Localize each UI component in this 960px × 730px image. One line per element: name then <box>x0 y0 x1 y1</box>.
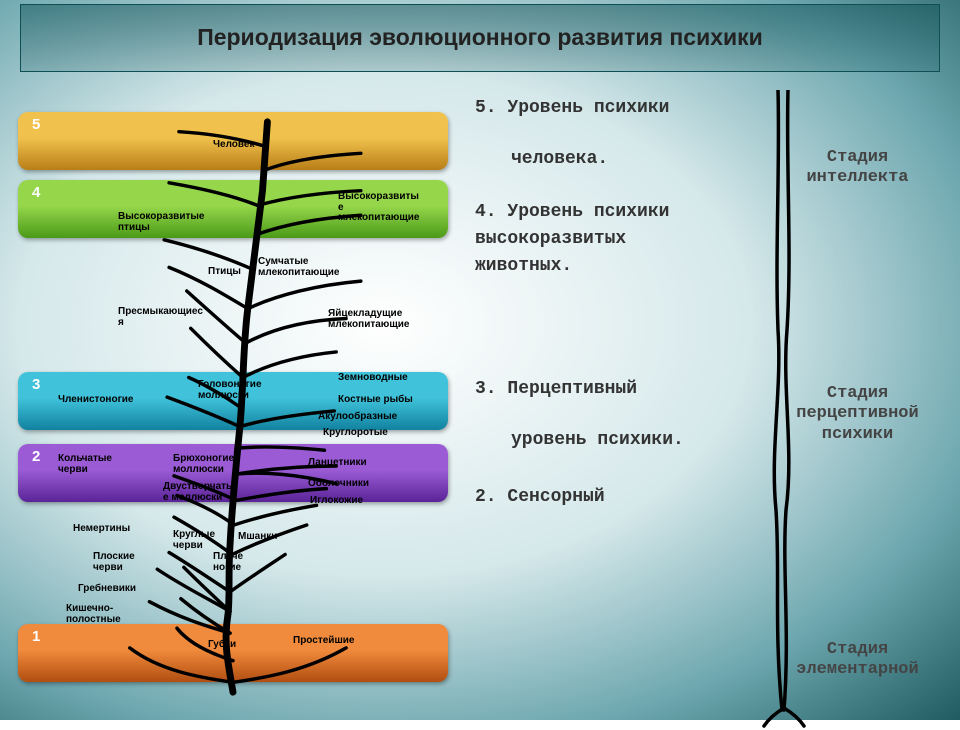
level-description-line: уровень психики. <box>475 427 725 454</box>
level-bar-1: 1 <box>18 624 448 682</box>
level-description-line: 2. Сенсорный <box>475 484 725 511</box>
tree-label: Высокоразвиты е млекопитающие <box>338 192 420 224</box>
tree-label: Плоские черви <box>93 552 135 573</box>
stage-label: Стадия элементарной <box>780 640 935 681</box>
tree-label: Птицы <box>208 267 241 278</box>
tree-label: Яйцекладущие млекопитающие <box>328 309 410 330</box>
left-diagram-panel: 54321 ЧеловекВысокоразвиты е млекопитающ… <box>18 112 448 702</box>
stage-column: Стадия интеллекта Стадия перцептивной пси… <box>780 100 940 700</box>
tree-label: Круглые черви <box>173 530 215 551</box>
tree-label: Круглоротые <box>323 428 388 439</box>
tree-label: Плече ногие <box>213 552 243 573</box>
tree-label: Гребневики <box>78 584 136 595</box>
tree-label: Человек <box>213 140 255 151</box>
tree-label: Кольчатые черви <box>58 454 112 475</box>
stage-label: Стадия интеллекта <box>780 148 935 189</box>
level-description-line: 3. Перцептивный <box>475 376 725 403</box>
tree-label: Мшанки <box>238 532 277 543</box>
tree-label: Земноводные <box>338 373 408 384</box>
tree-label: Иглокожие <box>310 496 363 507</box>
level-description-line: 4. Уровень психики высокоразвитых животн… <box>475 199 725 280</box>
tree-label: Сумчатые млекопитающие <box>258 257 340 278</box>
level-description-line: человека. <box>475 146 725 173</box>
tree-label: Кишечно- полостные <box>66 604 121 625</box>
tree-label: Акулообразные <box>318 412 397 423</box>
tree-label: Членистоногие <box>58 395 133 406</box>
tree-label: Пресмыкающиес я <box>118 307 203 328</box>
tree-label: Простейшие <box>293 636 354 647</box>
tree-label: Ланцетники <box>308 458 367 469</box>
tree-label: Брюхоногие моллюски <box>173 454 234 475</box>
tree-label: Немертины <box>73 524 130 535</box>
level-description-line: 5. Уровень психики <box>475 95 725 122</box>
stage-label: Стадия перцептивной психики <box>780 384 935 445</box>
tree-label: Оболочники <box>308 479 369 490</box>
tree-label: Высокоразвитые птицы <box>118 212 204 233</box>
page-title: Периодизация эволюционного развития псих… <box>20 4 940 72</box>
page-title-text: Периодизация эволюционного развития псих… <box>197 25 763 50</box>
tree-label: Головоногие моллюски <box>198 380 262 401</box>
tree-label: Двустворчаты е моллюски <box>163 482 235 503</box>
tree-label: Костные рыбы <box>338 395 413 406</box>
level-descriptions: 5. Уровень психики человека. 4. Уровень пс… <box>475 95 725 535</box>
tree-label: Губки <box>208 640 236 651</box>
